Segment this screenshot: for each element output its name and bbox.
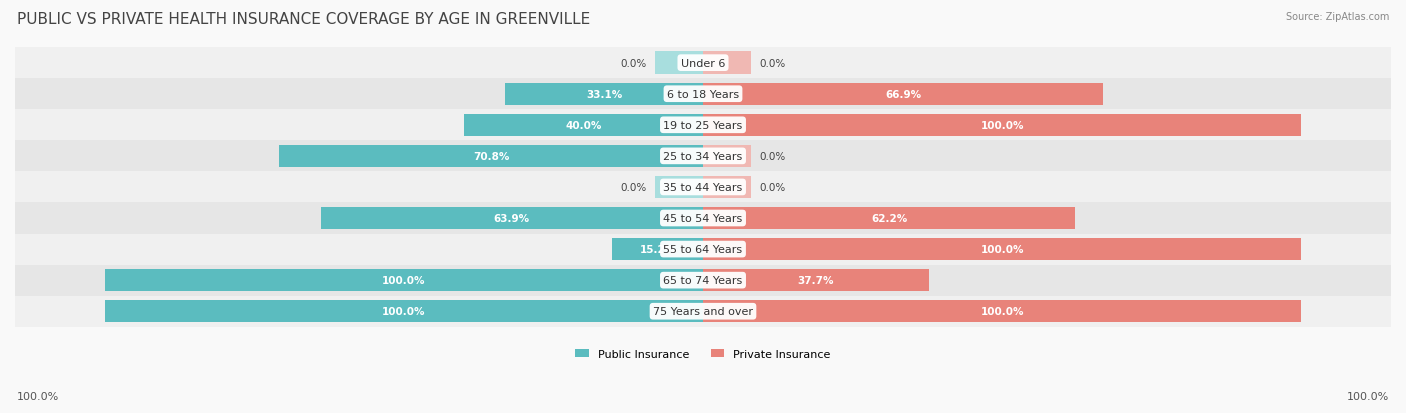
Text: 37.7%: 37.7% <box>797 275 834 285</box>
Legend: Public Insurance, Private Insurance: Public Insurance, Private Insurance <box>571 344 835 363</box>
Text: PUBLIC VS PRIVATE HEALTH INSURANCE COVERAGE BY AGE IN GREENVILLE: PUBLIC VS PRIVATE HEALTH INSURANCE COVER… <box>17 12 591 27</box>
Bar <box>15 141 1391 172</box>
Text: 66.9%: 66.9% <box>884 90 921 100</box>
Text: 40.0%: 40.0% <box>565 121 602 131</box>
Bar <box>703 145 751 168</box>
Text: 0.0%: 0.0% <box>620 59 647 69</box>
Bar <box>703 269 928 292</box>
Text: 6 to 18 Years: 6 to 18 Years <box>666 90 740 100</box>
Text: 45 to 54 Years: 45 to 54 Years <box>664 214 742 223</box>
Text: 100.0%: 100.0% <box>1347 391 1389 401</box>
Text: 70.8%: 70.8% <box>472 152 509 161</box>
Bar <box>703 300 1302 323</box>
Text: 15.2%: 15.2% <box>640 244 676 254</box>
Bar <box>15 79 1391 110</box>
Bar <box>612 238 703 261</box>
Bar <box>321 207 703 230</box>
Bar <box>104 269 703 292</box>
Text: 100.0%: 100.0% <box>382 306 426 316</box>
Text: 0.0%: 0.0% <box>759 183 786 192</box>
Text: 100.0%: 100.0% <box>980 306 1024 316</box>
Text: Under 6: Under 6 <box>681 59 725 69</box>
Bar <box>703 52 751 75</box>
Bar <box>464 114 703 137</box>
Bar <box>104 300 703 323</box>
Text: 100.0%: 100.0% <box>980 244 1024 254</box>
Bar <box>703 83 1104 106</box>
Bar <box>15 172 1391 203</box>
Bar <box>15 296 1391 327</box>
Bar <box>655 176 703 199</box>
Text: 100.0%: 100.0% <box>17 391 59 401</box>
Bar <box>655 52 703 75</box>
Text: 55 to 64 Years: 55 to 64 Years <box>664 244 742 254</box>
Text: 35 to 44 Years: 35 to 44 Years <box>664 183 742 192</box>
Text: 65 to 74 Years: 65 to 74 Years <box>664 275 742 285</box>
Text: Source: ZipAtlas.com: Source: ZipAtlas.com <box>1285 12 1389 22</box>
Text: 25 to 34 Years: 25 to 34 Years <box>664 152 742 161</box>
Text: 100.0%: 100.0% <box>980 121 1024 131</box>
Bar <box>505 83 703 106</box>
Text: 0.0%: 0.0% <box>759 152 786 161</box>
Text: 75 Years and over: 75 Years and over <box>652 306 754 316</box>
Bar <box>15 234 1391 265</box>
Text: 33.1%: 33.1% <box>586 90 621 100</box>
Text: 100.0%: 100.0% <box>382 275 426 285</box>
Bar <box>15 110 1391 141</box>
Bar <box>703 114 1302 137</box>
Text: 0.0%: 0.0% <box>620 183 647 192</box>
Text: 62.2%: 62.2% <box>870 214 907 223</box>
Bar <box>280 145 703 168</box>
Bar <box>703 207 1076 230</box>
Text: 63.9%: 63.9% <box>494 214 530 223</box>
Bar <box>15 265 1391 296</box>
Text: 0.0%: 0.0% <box>759 59 786 69</box>
Bar <box>15 203 1391 234</box>
Text: 19 to 25 Years: 19 to 25 Years <box>664 121 742 131</box>
Bar <box>703 238 1302 261</box>
Bar <box>15 48 1391 79</box>
Bar <box>703 176 751 199</box>
